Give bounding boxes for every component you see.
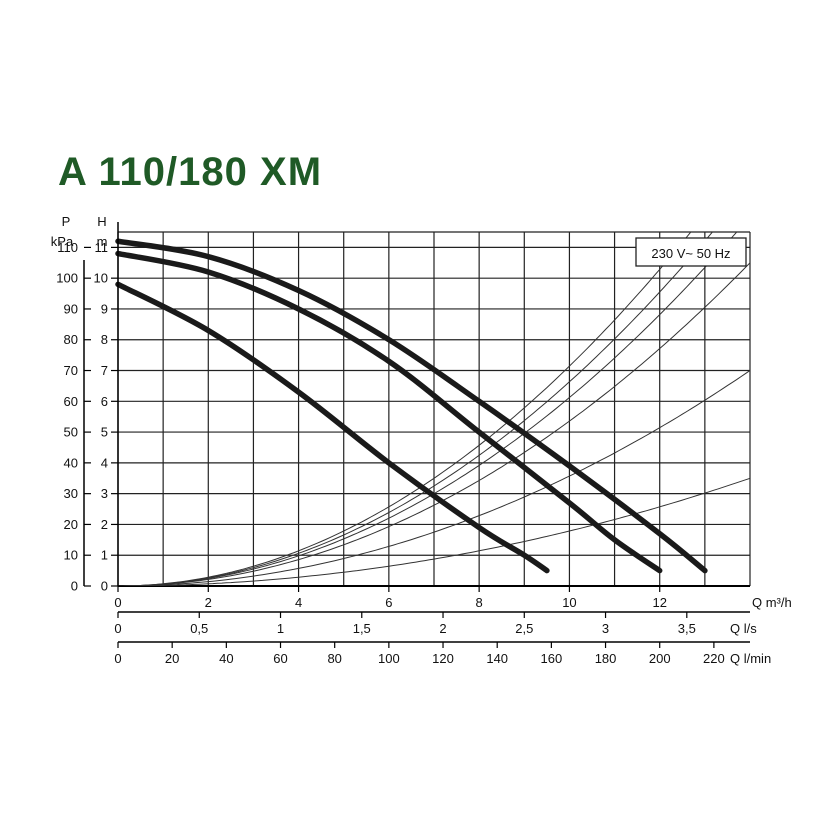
x-ls-tick-label: 1 [277, 621, 284, 636]
x-lmin-axis-label: Q l/min [730, 651, 771, 666]
x-ls-axis-label: Q l/s [730, 621, 757, 636]
h-tick-label: 2 [101, 517, 108, 532]
h-axis-unit: m [97, 234, 108, 249]
x-lmin-tick-label: 60 [273, 651, 287, 666]
p-tick-label: 40 [64, 455, 78, 470]
x-m3h-tick-label: 0 [114, 595, 121, 610]
x-m3h-tick-label: 8 [476, 595, 483, 610]
p-tick-label: 20 [64, 517, 78, 532]
x-ls-tick-label: 2,5 [515, 621, 533, 636]
h-axis-label: H [97, 214, 106, 229]
p-tick-label: 60 [64, 394, 78, 409]
x-ls-tick-label: 3 [602, 621, 609, 636]
system-curve [118, 477, 750, 586]
p-tick-label: 50 [64, 425, 78, 440]
x-lmin-tick-label: 0 [114, 651, 121, 666]
pump-curve-speed-1 [115, 281, 550, 574]
pump-curve-speed-3 [115, 238, 708, 574]
x-lmin-tick-label: 180 [595, 651, 617, 666]
x-lmin-tick-label: 220 [703, 651, 725, 666]
h-tick-label: 3 [101, 486, 108, 501]
voltage-annotation-box [635, 237, 747, 267]
h-tick-label: 11 [95, 240, 109, 255]
x-ls-tick-label: 2 [439, 621, 446, 636]
p-axis-unit: kPa [51, 234, 74, 249]
h-tick-label: 0 [101, 579, 108, 594]
x-lmin-tick-label: 80 [327, 651, 341, 666]
x-lmin-tick-label: 160 [541, 651, 563, 666]
x-m3h-tick-label: 4 [295, 595, 302, 610]
h-tick-label: 8 [101, 332, 108, 347]
x-ls-tick-label: 0 [114, 621, 121, 636]
x-m3h-axis-label: Q m³/h [752, 595, 792, 610]
p-tick-label: 0 [71, 579, 78, 594]
h-tick-label: 7 [101, 363, 108, 378]
system-curve [118, 262, 750, 586]
x-ls-tick-label: 1,5 [353, 621, 371, 636]
h-tick-label: 10 [94, 271, 108, 286]
p-tick-label: 70 [64, 363, 78, 378]
p-axis-label: P [62, 214, 71, 229]
h-tick-label: 1 [101, 548, 108, 563]
h-tick-label: 5 [101, 425, 108, 440]
x-ls-tick-label: 0,5 [190, 621, 208, 636]
h-tick-label: 6 [101, 394, 108, 409]
h-tick-label: 9 [101, 301, 108, 316]
system-curve [118, 232, 692, 586]
x-m3h-tick-label: 2 [205, 595, 212, 610]
x-lmin-tick-label: 20 [165, 651, 179, 666]
chart-title: A 110/180 XM [58, 150, 323, 194]
system-curve [118, 370, 750, 586]
pump-curve-speed-2 [115, 250, 663, 574]
x-lmin-tick-label: 200 [649, 651, 671, 666]
x-m3h-tick-label: 10 [562, 595, 576, 610]
x-lmin-tick-label: 100 [378, 651, 400, 666]
voltage-annotation: 230 V~ 50 Hz [651, 246, 730, 261]
p-tick-label: 80 [64, 332, 78, 347]
x-m3h-tick-label: 12 [652, 595, 666, 610]
p-tick-label: 100 [56, 271, 78, 286]
p-tick-label: 30 [64, 486, 78, 501]
p-tick-label: 10 [64, 548, 78, 563]
system-curve [118, 232, 714, 586]
x-lmin-tick-label: 120 [432, 651, 454, 666]
h-tick-label: 4 [101, 455, 108, 470]
p-tick-label: 110 [57, 240, 78, 255]
p-tick-label: 90 [64, 301, 78, 316]
x-lmin-tick-label: 40 [219, 651, 233, 666]
x-lmin-tick-label: 140 [486, 651, 508, 666]
x-m3h-tick-label: 6 [385, 595, 392, 610]
x-ls-tick-label: 3,5 [678, 621, 696, 636]
